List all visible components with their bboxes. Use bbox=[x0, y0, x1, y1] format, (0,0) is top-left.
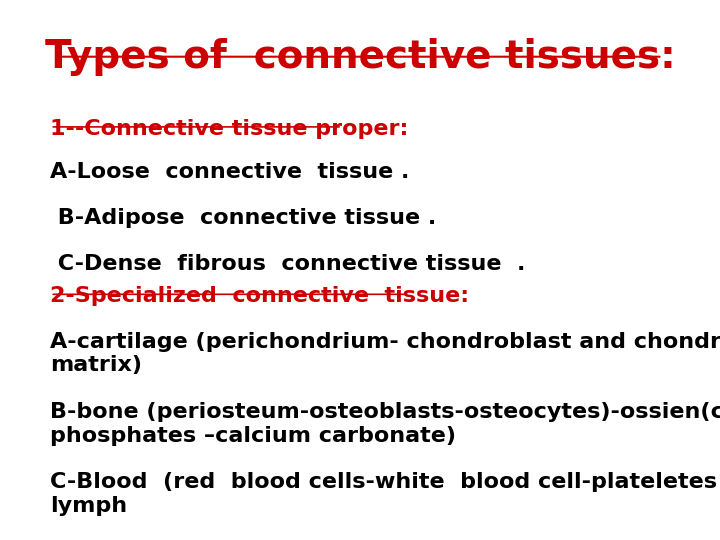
Text: C-Blood  (red  blood cells-white  blood cell-plateletes )and
lymph: C-Blood (red blood cells-white blood cel… bbox=[50, 472, 720, 516]
Text: B-Adipose  connective tissue .: B-Adipose connective tissue . bbox=[50, 208, 436, 228]
Text: 2-Specialized  connective  tissue:: 2-Specialized connective tissue: bbox=[50, 286, 469, 306]
Text: B-bone (periosteum-osteoblasts-osteocytes)-ossien(calcium
phosphates –calcium ca: B-bone (periosteum-osteoblasts-osteocyte… bbox=[50, 402, 720, 446]
Text: 1--Connective tissue proper:: 1--Connective tissue proper: bbox=[50, 119, 409, 139]
Text: C-Dense  fibrous  connective tissue  .: C-Dense fibrous connective tissue . bbox=[50, 254, 526, 274]
Text: Types of  connective tissues:: Types of connective tissues: bbox=[45, 38, 675, 76]
Text: A-Loose  connective  tissue .: A-Loose connective tissue . bbox=[50, 162, 410, 182]
Text: A-cartilage (perichondrium- chondroblast and chondrocytes-
matrix): A-cartilage (perichondrium- chondroblast… bbox=[50, 332, 720, 375]
